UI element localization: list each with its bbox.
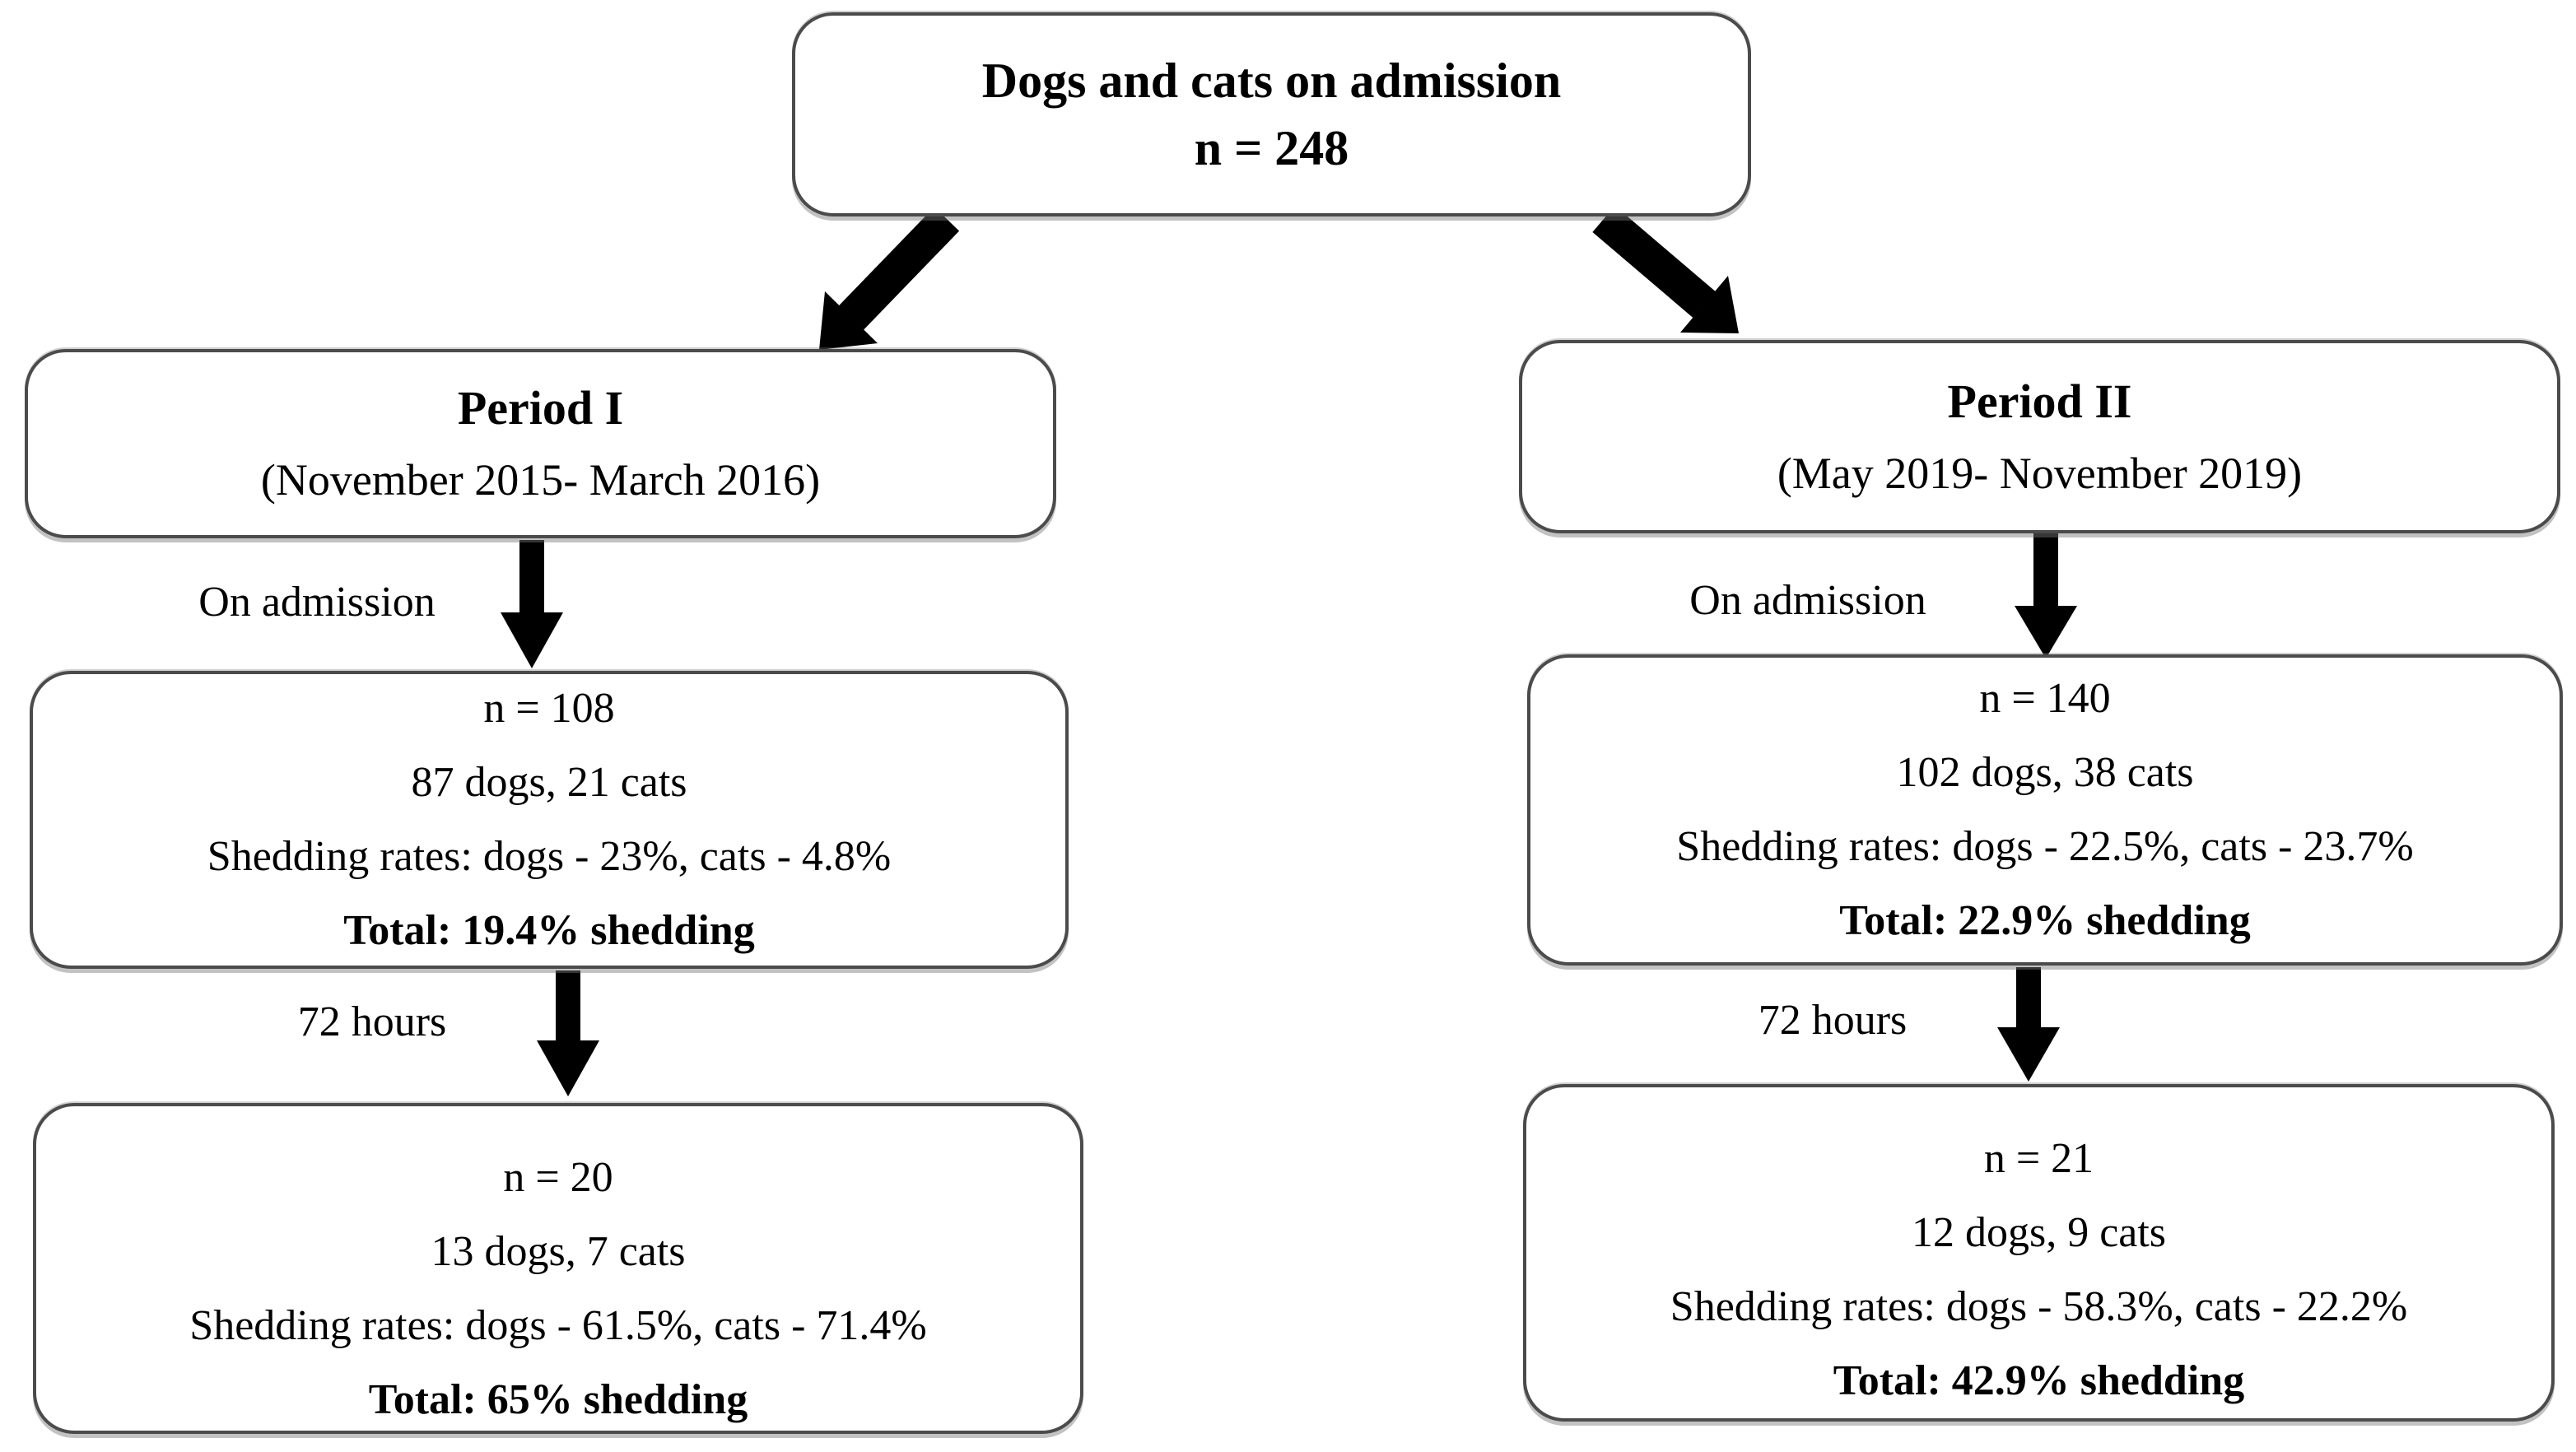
stat-animals: 13 dogs, 7 cats: [431, 1228, 686, 1275]
root-title: Dogs and cats on admission: [981, 54, 1562, 108]
stat-rates: Shedding rates: dogs - 23%, cats - 4.8%: [207, 833, 892, 880]
stat-n: n = 140: [1979, 675, 2111, 722]
period-1-72h-stats-box: n = 20 13 dogs, 7 cats Shedding rates: d…: [33, 1103, 1083, 1434]
stat-rates: Shedding rates: dogs - 61.5%, cats - 71.…: [189, 1302, 927, 1349]
stat-n: n = 108: [483, 685, 615, 732]
stat-n: n = 20: [503, 1154, 613, 1201]
period-2-72h-stats-box: n = 21 12 dogs, 9 cats Shedding rates: d…: [1523, 1084, 2555, 1422]
period-2-admission-label: On admission: [1689, 577, 1926, 624]
period-2-72h-label: 72 hours: [1758, 997, 1908, 1044]
arrow-period-2-admission: [2015, 532, 2077, 659]
stat-total: Total: 42.9% shedding: [1833, 1357, 2245, 1404]
root-box: Dogs and cats on admission n = 248: [792, 12, 1751, 216]
period-2-admission-stats-box: n = 140 102 dogs, 38 cats Shedding rates…: [1527, 654, 2563, 966]
period-1-admission-stats-box: n = 108 87 dogs, 21 cats Shedding rates:…: [30, 671, 1069, 969]
stat-animals: 87 dogs, 21 cats: [411, 759, 687, 806]
period-1-admission-label: On admission: [198, 579, 436, 626]
period-1-72h-label: 72 hours: [297, 998, 447, 1045]
root-n: n = 248: [1194, 121, 1349, 175]
arrow-period-2-72h: [1997, 967, 2060, 1082]
stat-n: n = 21: [1983, 1135, 2094, 1182]
period-1-title: Period I: [457, 381, 624, 435]
stat-total: Total: 22.9% shedding: [1839, 897, 2251, 944]
period-1-dates: (November 2015- March 2016): [260, 455, 821, 505]
period-2-dates: (May 2019- November 2019): [1777, 448, 2303, 498]
stat-total: Total: 65% shedding: [368, 1376, 748, 1423]
period-2-box: Period II (May 2019- November 2019): [1519, 340, 2560, 533]
arrow-period-1-72h: [537, 970, 599, 1096]
arrow-period-1-admission: [501, 540, 563, 668]
stat-total: Total: 19.4% shedding: [343, 907, 755, 954]
stat-rates: Shedding rates: dogs - 58.3%, cats - 22.…: [1670, 1283, 2408, 1330]
stat-animals: 12 dogs, 9 cats: [1911, 1209, 2167, 1256]
period-2-title: Period II: [1947, 374, 2132, 428]
stat-animals: 102 dogs, 38 cats: [1896, 749, 2194, 796]
arrow-root-to-period-2: [1592, 206, 1739, 333]
stat-rates: Shedding rates: dogs - 22.5%, cats - 23.…: [1676, 823, 2414, 870]
period-1-box: Period I (November 2015- March 2016): [25, 349, 1056, 538]
arrow-root-to-period-1: [819, 207, 960, 350]
